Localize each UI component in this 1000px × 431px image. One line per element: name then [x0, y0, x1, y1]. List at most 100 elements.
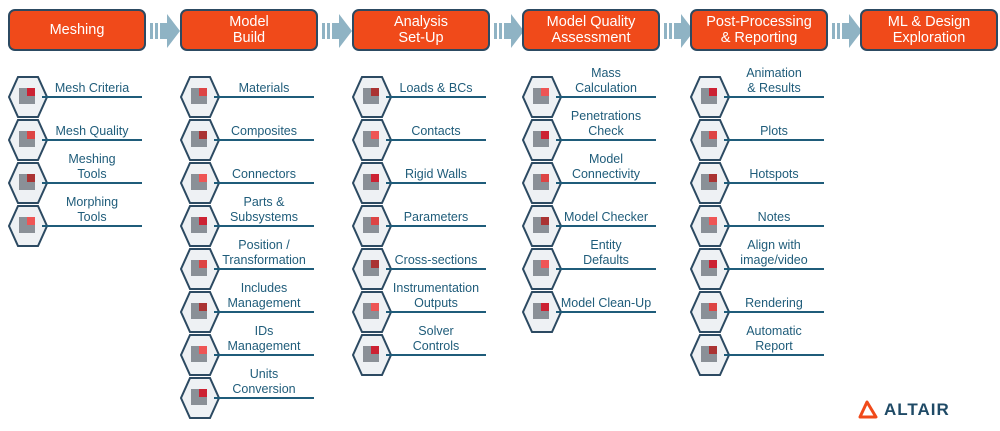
tool-hexagon-icon: [522, 248, 562, 290]
item-label: Mesh Quality: [55, 124, 129, 138]
altair-logo: ALTAIR: [858, 400, 950, 420]
tool-hexagon-icon: [180, 205, 220, 247]
tool-item[interactable]: Model Checker: [522, 204, 656, 247]
tool-item[interactable]: Entity Defaults: [522, 238, 656, 290]
item-label: Solver Controls: [412, 324, 460, 353]
tool-item[interactable]: Instrumentation Outputs: [352, 281, 486, 333]
item-label: Model Checker: [563, 210, 649, 224]
tool-hexagon-icon: [180, 291, 220, 333]
tool-hexagon-icon: [352, 119, 392, 161]
item-underline: [386, 268, 486, 270]
tool-item[interactable]: Model Connectivity: [522, 152, 656, 204]
item-underline: [556, 268, 656, 270]
stage-header: Model Quality Assessment: [522, 9, 660, 51]
tool-hexagon-icon: [180, 119, 220, 161]
tool-item[interactable]: Penetrations Check: [522, 109, 656, 161]
tool-item[interactable]: Cross-sections: [352, 247, 486, 290]
tool-item[interactable]: Solver Controls: [352, 324, 486, 376]
tool-hexagon-icon: [690, 291, 730, 333]
tool-item[interactable]: Rendering: [690, 290, 824, 333]
tool-item[interactable]: Mesh Criteria: [8, 75, 142, 118]
item-underline: [724, 311, 824, 313]
flow-arrow-icon: [494, 14, 524, 48]
item-label: Hotspots: [749, 167, 799, 181]
item-label: Rigid Walls: [404, 167, 468, 181]
item-underline: [42, 182, 142, 184]
item-underline: [214, 139, 314, 141]
tool-item[interactable]: Automatic Report: [690, 324, 824, 376]
item-label: Instrumentation Outputs: [392, 281, 480, 310]
tool-hexagon-icon: [690, 205, 730, 247]
item-underline: [214, 96, 314, 98]
item-underline: [724, 139, 824, 141]
tool-item[interactable]: Includes Management: [180, 281, 314, 333]
tool-item[interactable]: Mesh Quality: [8, 118, 142, 161]
item-label: Entity Defaults: [583, 238, 629, 267]
tool-hexagon-icon: [352, 248, 392, 290]
item-label: Contacts: [411, 124, 461, 138]
stage-header: ML & Design Exploration: [860, 9, 998, 51]
tool-hexagon-icon: [522, 119, 562, 161]
item-underline: [724, 225, 824, 227]
tool-hexagon-icon: [352, 205, 392, 247]
tool-item[interactable]: Position / Transformation: [180, 238, 314, 290]
tool-hexagon-icon: [690, 119, 730, 161]
tool-item[interactable]: IDs Management: [180, 324, 314, 376]
item-label: IDs Management: [227, 324, 301, 353]
tool-item[interactable]: Contacts: [352, 118, 486, 161]
item-label: Meshing Tools: [68, 152, 116, 181]
item-underline: [386, 225, 486, 227]
tool-item[interactable]: Composites: [180, 118, 314, 161]
tool-item[interactable]: Rigid Walls: [352, 161, 486, 204]
item-label: Connectors: [232, 167, 296, 181]
tool-hexagon-icon: [522, 76, 562, 118]
tool-item[interactable]: Units Conversion: [180, 367, 314, 419]
item-label: Model Connectivity: [571, 152, 641, 181]
item-label: Animation & Results: [746, 66, 802, 95]
item-label: Mass Calculation: [575, 66, 637, 95]
item-underline: [724, 354, 824, 356]
tool-hexagon-icon: [522, 205, 562, 247]
item-label: Automatic Report: [746, 324, 802, 353]
tool-item[interactable]: Notes: [690, 204, 824, 247]
flow-arrow-icon: [150, 14, 180, 48]
item-label: Plots: [760, 124, 788, 138]
item-underline: [386, 96, 486, 98]
tool-hexagon-icon: [8, 119, 48, 161]
tool-item[interactable]: Parameters: [352, 204, 486, 247]
altair-logo-icon: [858, 400, 878, 419]
tool-hexagon-icon: [180, 248, 220, 290]
item-underline: [214, 225, 314, 227]
flow-arrow-icon: [322, 14, 352, 48]
item-label: Materials: [238, 81, 290, 95]
item-label: Penetrations Check: [570, 109, 642, 138]
stage-header: Meshing: [8, 9, 146, 51]
item-underline: [42, 225, 142, 227]
item-underline: [214, 268, 314, 270]
tool-hexagon-icon: [180, 162, 220, 204]
tool-hexagon-icon: [352, 76, 392, 118]
item-label: Includes Management: [227, 281, 301, 310]
item-underline: [214, 311, 314, 313]
tool-item[interactable]: Connectors: [180, 161, 314, 204]
item-underline: [386, 139, 486, 141]
tool-hexagon-icon: [8, 205, 48, 247]
item-underline: [724, 268, 824, 270]
tool-item[interactable]: Plots: [690, 118, 824, 161]
item-underline: [42, 96, 142, 98]
tool-item[interactable]: Mass Calculation: [522, 66, 656, 118]
tool-item[interactable]: Model Clean-Up: [522, 290, 656, 333]
tool-item[interactable]: Loads & BCs: [352, 75, 486, 118]
tool-item[interactable]: Parts & Subsystems: [180, 195, 314, 247]
tool-item[interactable]: Hotspots: [690, 161, 824, 204]
item-label: Composites: [231, 124, 297, 138]
tool-item[interactable]: Materials: [180, 75, 314, 118]
tool-item[interactable]: Align with image/video: [690, 238, 824, 290]
tool-item[interactable]: Animation & Results: [690, 66, 824, 118]
tool-item[interactable]: Meshing Tools: [8, 152, 142, 204]
tool-item[interactable]: Morphing Tools: [8, 195, 142, 247]
item-underline: [386, 311, 486, 313]
item-label: Parts & Subsystems: [229, 195, 299, 224]
item-label: Notes: [757, 210, 791, 224]
stage-header: Post-Processing & Reporting: [690, 9, 828, 51]
